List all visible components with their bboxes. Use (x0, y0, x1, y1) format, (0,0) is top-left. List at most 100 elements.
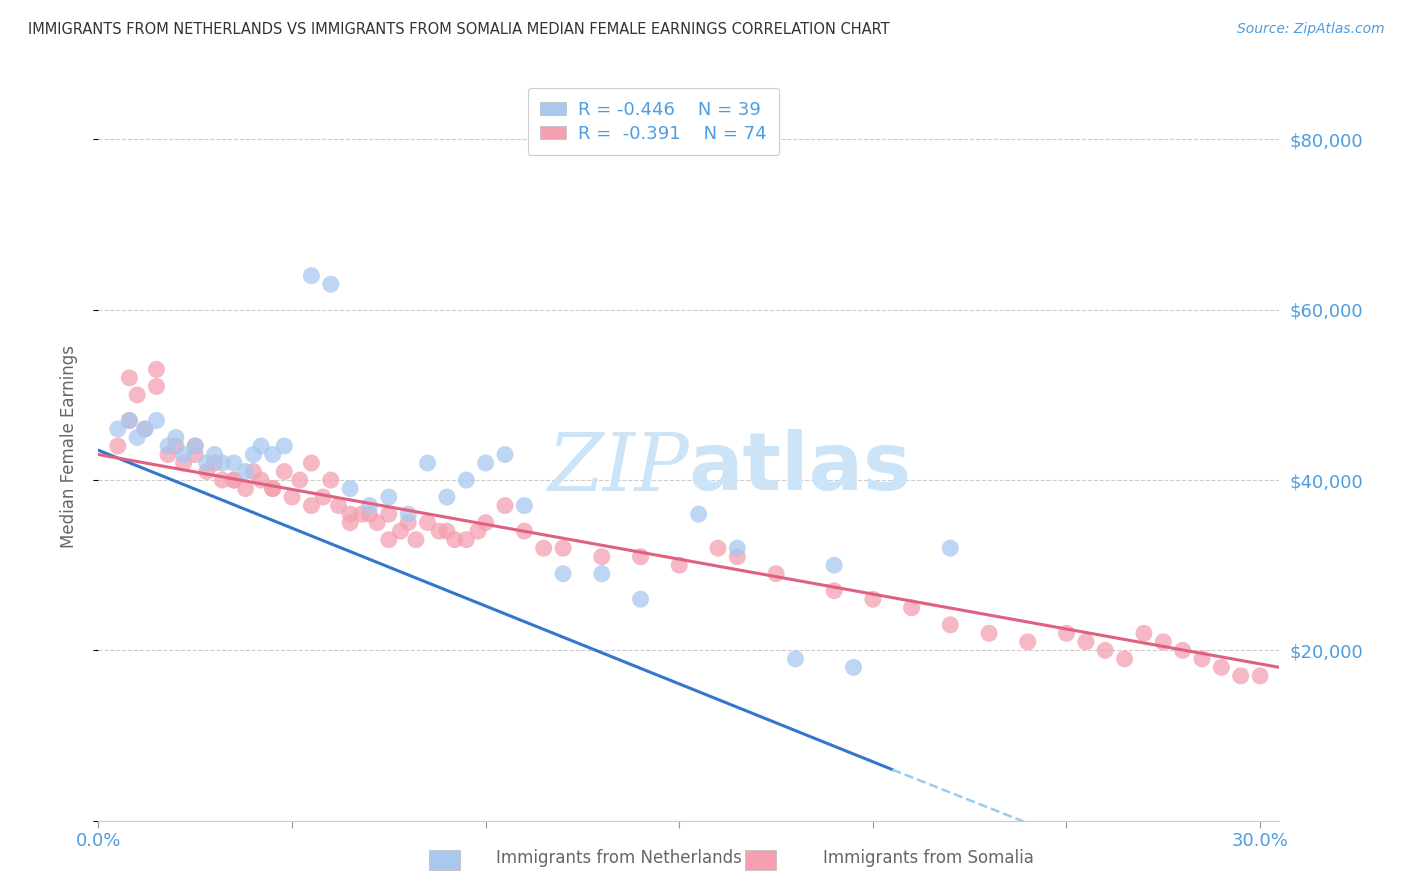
Point (494, 448, 516, 462)
Point (359, 499, 381, 513)
Point (250, 439, 273, 453)
Point (204, 456, 226, 470)
Point (211, 456, 233, 470)
Point (456, 473, 478, 487)
Point (823, 558, 845, 573)
Point (551, 541, 574, 556)
Point (127, 388, 149, 402)
Point (1249, 669, 1271, 683)
Point (319, 473, 342, 487)
Point (157, 439, 180, 453)
Point (533, 541, 555, 556)
Point (118, 413, 141, 427)
Point (222, 473, 245, 487)
Point (339, 507, 361, 521)
Point (366, 516, 388, 530)
Legend: R = -0.446    N = 39, R =  -0.391    N = 74: R = -0.446 N = 39, R = -0.391 N = 74 (527, 88, 779, 155)
Point (467, 524, 489, 538)
Point (184, 439, 207, 453)
Point (378, 533, 401, 547)
Point (134, 422, 156, 436)
Point (900, 600, 922, 615)
Point (165, 439, 187, 453)
Point (416, 456, 439, 470)
Point (107, 439, 129, 453)
Point (842, 660, 865, 674)
Point (134, 422, 156, 436)
Point (591, 566, 613, 581)
Point (939, 617, 962, 632)
Point (288, 473, 311, 487)
Point (145, 413, 167, 427)
Text: ZIP: ZIP (547, 430, 689, 508)
Point (222, 473, 245, 487)
Point (688, 507, 710, 521)
Point (416, 516, 439, 530)
Point (339, 482, 361, 496)
Point (328, 499, 350, 513)
Point (118, 413, 141, 427)
Point (1152, 635, 1174, 649)
Point (235, 482, 257, 496)
Point (242, 465, 264, 479)
Point (107, 422, 129, 436)
Point (1211, 660, 1233, 674)
Point (494, 499, 516, 513)
Point (1114, 652, 1136, 666)
Point (725, 541, 748, 556)
Point (262, 482, 284, 496)
Point (1171, 643, 1194, 657)
Point (977, 626, 1000, 640)
Point (319, 277, 342, 292)
Point (242, 448, 264, 462)
Point (513, 499, 536, 513)
Point (339, 516, 361, 530)
Point (299, 268, 322, 283)
Text: Immigrants from Netherlands: Immigrants from Netherlands (496, 849, 741, 867)
Point (222, 456, 245, 470)
Point (145, 379, 167, 393)
Point (405, 533, 427, 547)
Point (1229, 669, 1251, 683)
Point (350, 507, 373, 521)
Point (725, 549, 748, 564)
Point (273, 465, 295, 479)
Point (474, 456, 496, 470)
Point (436, 524, 458, 538)
Point (359, 507, 381, 521)
Point (630, 592, 652, 607)
Point (184, 439, 207, 453)
Point (862, 592, 884, 607)
Point (145, 362, 167, 376)
Point (281, 490, 304, 504)
Point (591, 549, 613, 564)
Point (250, 473, 273, 487)
Y-axis label: Median Female Earnings: Median Female Earnings (59, 344, 77, 548)
Point (118, 371, 141, 385)
Point (378, 507, 401, 521)
Point (299, 456, 322, 470)
Point (1056, 626, 1078, 640)
Point (184, 448, 207, 462)
Point (1017, 635, 1039, 649)
Point (427, 524, 450, 538)
Point (157, 448, 180, 462)
Point (707, 541, 730, 556)
Point (389, 524, 412, 538)
Point (668, 558, 690, 573)
Point (262, 448, 284, 462)
Point (235, 465, 257, 479)
Point (456, 533, 478, 547)
Point (1133, 626, 1156, 640)
Text: IMMIGRANTS FROM NETHERLANDS VS IMMIGRANTS FROM SOMALIA MEDIAN FEMALE EARNINGS CO: IMMIGRANTS FROM NETHERLANDS VS IMMIGRANT… (28, 22, 890, 37)
Point (630, 549, 652, 564)
Point (443, 533, 465, 547)
Point (312, 490, 335, 504)
Point (551, 566, 574, 581)
Point (1191, 652, 1213, 666)
Point (474, 516, 496, 530)
Point (204, 448, 226, 462)
Text: Source: ZipAtlas.com: Source: ZipAtlas.com (1237, 22, 1385, 37)
Text: Immigrants from Somalia: Immigrants from Somalia (823, 849, 1033, 867)
Point (765, 566, 787, 581)
